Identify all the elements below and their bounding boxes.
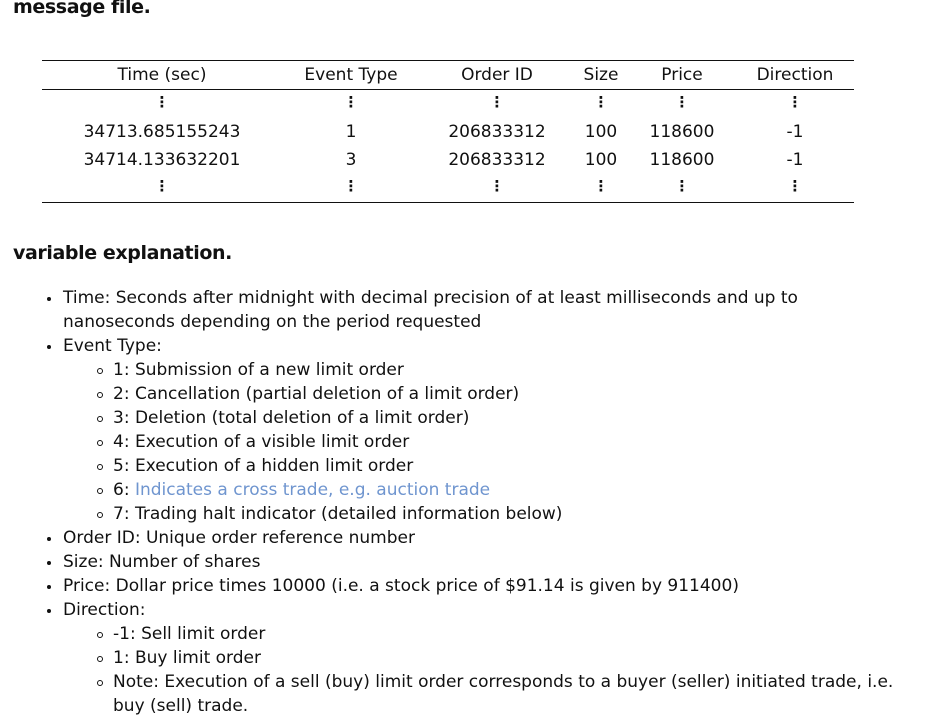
cell-price: 118600 — [649, 122, 715, 142]
vertical-ellipsis: ⋮ — [593, 177, 609, 195]
column-header-order-id: Order ID — [420, 60, 574, 90]
list-item: Note: Execution of a sell (buy) limit or… — [97, 670, 913, 718]
event-6-prefix: 6: — [113, 480, 135, 500]
cell-price: 118600 — [649, 150, 715, 170]
list-item: 4: Execution of a visible limit order — [97, 430, 913, 454]
cell-size: 100 — [584, 122, 618, 142]
column-header-direction: Direction — [736, 60, 854, 90]
column-header-size: Size — [574, 60, 628, 90]
vertical-ellipsis: ⋮ — [674, 177, 690, 195]
variable-explanation-list: Time: Seconds after midnight with decima… — [13, 286, 913, 718]
column-header-time: Time (sec) — [42, 60, 282, 90]
vertical-ellipsis: ⋮ — [154, 93, 170, 111]
list-item-price: Price: Dollar price times 10000 (i.e. a … — [47, 574, 913, 598]
vertical-ellipsis: ⋮ — [787, 177, 803, 195]
section-heading-message-file: message file. — [13, 0, 151, 18]
event-type-sublist: 1: Submission of a new limit order 2: Ca… — [63, 358, 913, 526]
vertical-ellipsis: ⋮ — [154, 177, 170, 195]
vertical-ellipsis: ⋮ — [593, 93, 609, 111]
list-item-time: Time: Seconds after midnight with decima… — [47, 286, 913, 334]
cell-order-id: 206833312 — [448, 150, 546, 170]
cell-size: 100 — [584, 150, 618, 170]
direction-label: Direction: — [63, 600, 146, 620]
cell-time: 34714.133632201 — [83, 150, 241, 170]
event-type-label: Event Type: — [63, 336, 162, 356]
vertical-ellipsis: ⋮ — [489, 93, 505, 111]
list-item: 1: Buy limit order — [97, 646, 913, 670]
cell-event-type: 3 — [345, 150, 357, 170]
direction-sublist: -1: Sell limit order 1: Buy limit order … — [63, 622, 913, 718]
cell-direction: -1 — [786, 150, 804, 170]
column-header-event-type: Event Type — [282, 60, 420, 90]
vertical-ellipsis: ⋮ — [787, 93, 803, 111]
list-item-event-6: 6: Indicates a cross trade, e.g. auction… — [97, 478, 913, 502]
cross-trade-link[interactable]: Indicates a cross trade, e.g. auction tr… — [134, 480, 491, 500]
vertical-ellipsis: ⋮ — [343, 93, 359, 111]
ellipsis-row: ⋮ ⋮ ⋮ ⋮ ⋮ ⋮ — [42, 174, 854, 203]
list-item: 1: Submission of a new limit order — [97, 358, 913, 382]
message-file-table: Time (sec) Event Type Order ID Size Pric… — [42, 60, 854, 203]
vertical-ellipsis: ⋮ — [343, 177, 359, 195]
column-header-price: Price — [628, 60, 736, 90]
list-item-order-id: Order ID: Unique order reference number — [47, 526, 913, 550]
cell-event-type: 1 — [345, 122, 357, 142]
table-header-row: Time (sec) Event Type Order ID Size Pric… — [42, 60, 854, 90]
list-item-direction: Direction: -1: Sell limit order 1: Buy l… — [47, 598, 913, 718]
list-item: -1: Sell limit order — [97, 622, 913, 646]
ellipsis-row: ⋮ ⋮ ⋮ ⋮ ⋮ ⋮ — [42, 90, 854, 119]
list-item: 3: Deletion (total deletion of a limit o… — [97, 406, 913, 430]
list-item: 5: Execution of a hidden limit order — [97, 454, 913, 478]
cell-time: 34713.685155243 — [83, 122, 241, 142]
section-heading-variable-explanation: variable explanation. — [13, 242, 232, 264]
vertical-ellipsis: ⋮ — [489, 177, 505, 195]
table-row: 34714.133632201 3 206833312 100 118600 -… — [42, 146, 854, 174]
cell-order-id: 206833312 — [448, 122, 546, 142]
list-item: 7: Trading halt indicator (detailed info… — [97, 502, 913, 526]
list-item: 2: Cancellation (partial deletion of a l… — [97, 382, 913, 406]
table-row: 34713.685155243 1 206833312 100 118600 -… — [42, 118, 854, 146]
vertical-ellipsis: ⋮ — [674, 93, 690, 111]
cell-direction: -1 — [786, 122, 804, 142]
list-item-size: Size: Number of shares — [47, 550, 913, 574]
list-item-event-type: Event Type: 1: Submission of a new limit… — [47, 334, 913, 526]
